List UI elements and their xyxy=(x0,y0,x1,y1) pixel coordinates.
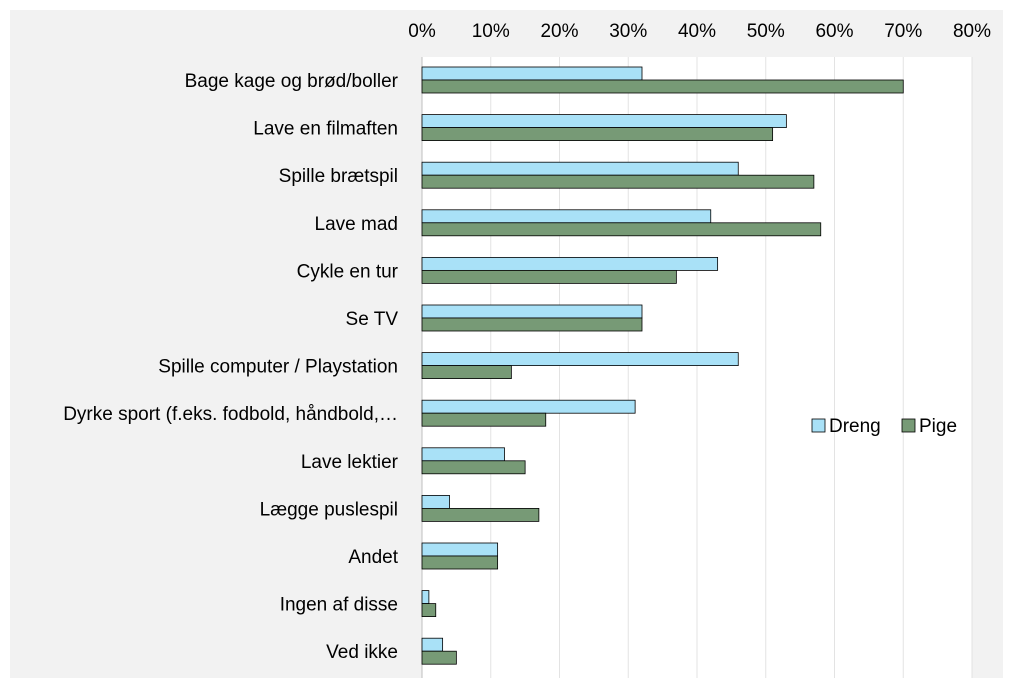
bar-pige xyxy=(421,650,457,665)
bar-pige xyxy=(421,603,437,617)
bar-pige xyxy=(421,412,547,427)
category-labels: Bage kage og brød/boller Lave en filmafte… xyxy=(63,71,399,663)
category-label: Spille computer / Playstation xyxy=(158,357,398,378)
legend-swatch-pige xyxy=(901,418,916,433)
bar-pige xyxy=(421,460,526,475)
bar-dreng xyxy=(421,304,643,319)
bar-dreng xyxy=(421,637,444,652)
bar-pige xyxy=(421,174,815,189)
bar-pige xyxy=(421,79,904,94)
bar-pige xyxy=(421,365,512,380)
x-tick-label: 30% xyxy=(609,21,647,42)
x-tick-label: 70% xyxy=(884,21,922,42)
bar-pige xyxy=(421,269,677,284)
x-tick-label: 50% xyxy=(747,21,785,42)
bar-dreng xyxy=(421,66,643,81)
legend: Dreng Pige xyxy=(811,416,957,437)
bar-dreng xyxy=(421,447,505,462)
category-label: Lave lektier xyxy=(301,452,399,473)
bar-dreng xyxy=(421,352,739,367)
category-label: Ingen af disse xyxy=(280,595,398,616)
category-label: Ved ikke xyxy=(326,642,398,663)
legend-swatch-dreng xyxy=(811,418,826,433)
category-label: Se TV xyxy=(346,309,399,330)
bar-dreng xyxy=(421,399,636,414)
x-tick-label: 60% xyxy=(815,21,853,42)
bar-dreng xyxy=(421,542,499,557)
chart: 0% 10% 20% 30% 40% 50% 60% 70% 80% Bage kage og … xyxy=(10,10,1003,678)
legend-label-dreng: Dreng xyxy=(829,416,881,437)
category-label: Lave en filmaften xyxy=(253,119,398,140)
bar-dreng xyxy=(421,494,450,509)
category-label: Lave mad xyxy=(315,214,398,235)
bar-pige xyxy=(421,317,643,332)
bar-chart-svg: 0% 10% 20% 30% 40% 50% 60% 70% 80% Bage kage og … xyxy=(63,21,991,678)
category-label: Dyrke sport (f.eks. fodbold, håndbold,… xyxy=(63,404,398,425)
bar-dreng xyxy=(421,161,739,176)
x-tick-label: 40% xyxy=(678,21,716,42)
bar-pige xyxy=(421,555,499,570)
legend-label-pige: Pige xyxy=(919,416,957,437)
x-tick-label: 10% xyxy=(472,21,510,42)
category-label: Bage kage og brød/boller xyxy=(185,71,399,92)
x-tick-label: 20% xyxy=(540,21,578,42)
x-tick-label: 0% xyxy=(408,21,436,42)
category-label: Andet xyxy=(348,547,398,568)
x-axis-ticks: 0% 10% 20% 30% 40% 50% 60% 70% 80% xyxy=(408,21,991,42)
bar-dreng xyxy=(421,209,712,224)
category-label: Cykle en tur xyxy=(297,261,399,282)
bar-dreng xyxy=(421,114,787,128)
category-label: Spille brætspil xyxy=(279,166,398,187)
category-label: Lægge puslespil xyxy=(260,499,398,520)
bar-pige xyxy=(421,507,540,522)
bar-pige xyxy=(421,222,822,237)
bars xyxy=(421,66,904,665)
x-tick-label: 80% xyxy=(953,21,991,42)
bar-dreng xyxy=(421,256,719,271)
bar-dreng xyxy=(421,590,430,604)
bar-pige xyxy=(421,127,774,141)
gridlines xyxy=(490,57,973,678)
